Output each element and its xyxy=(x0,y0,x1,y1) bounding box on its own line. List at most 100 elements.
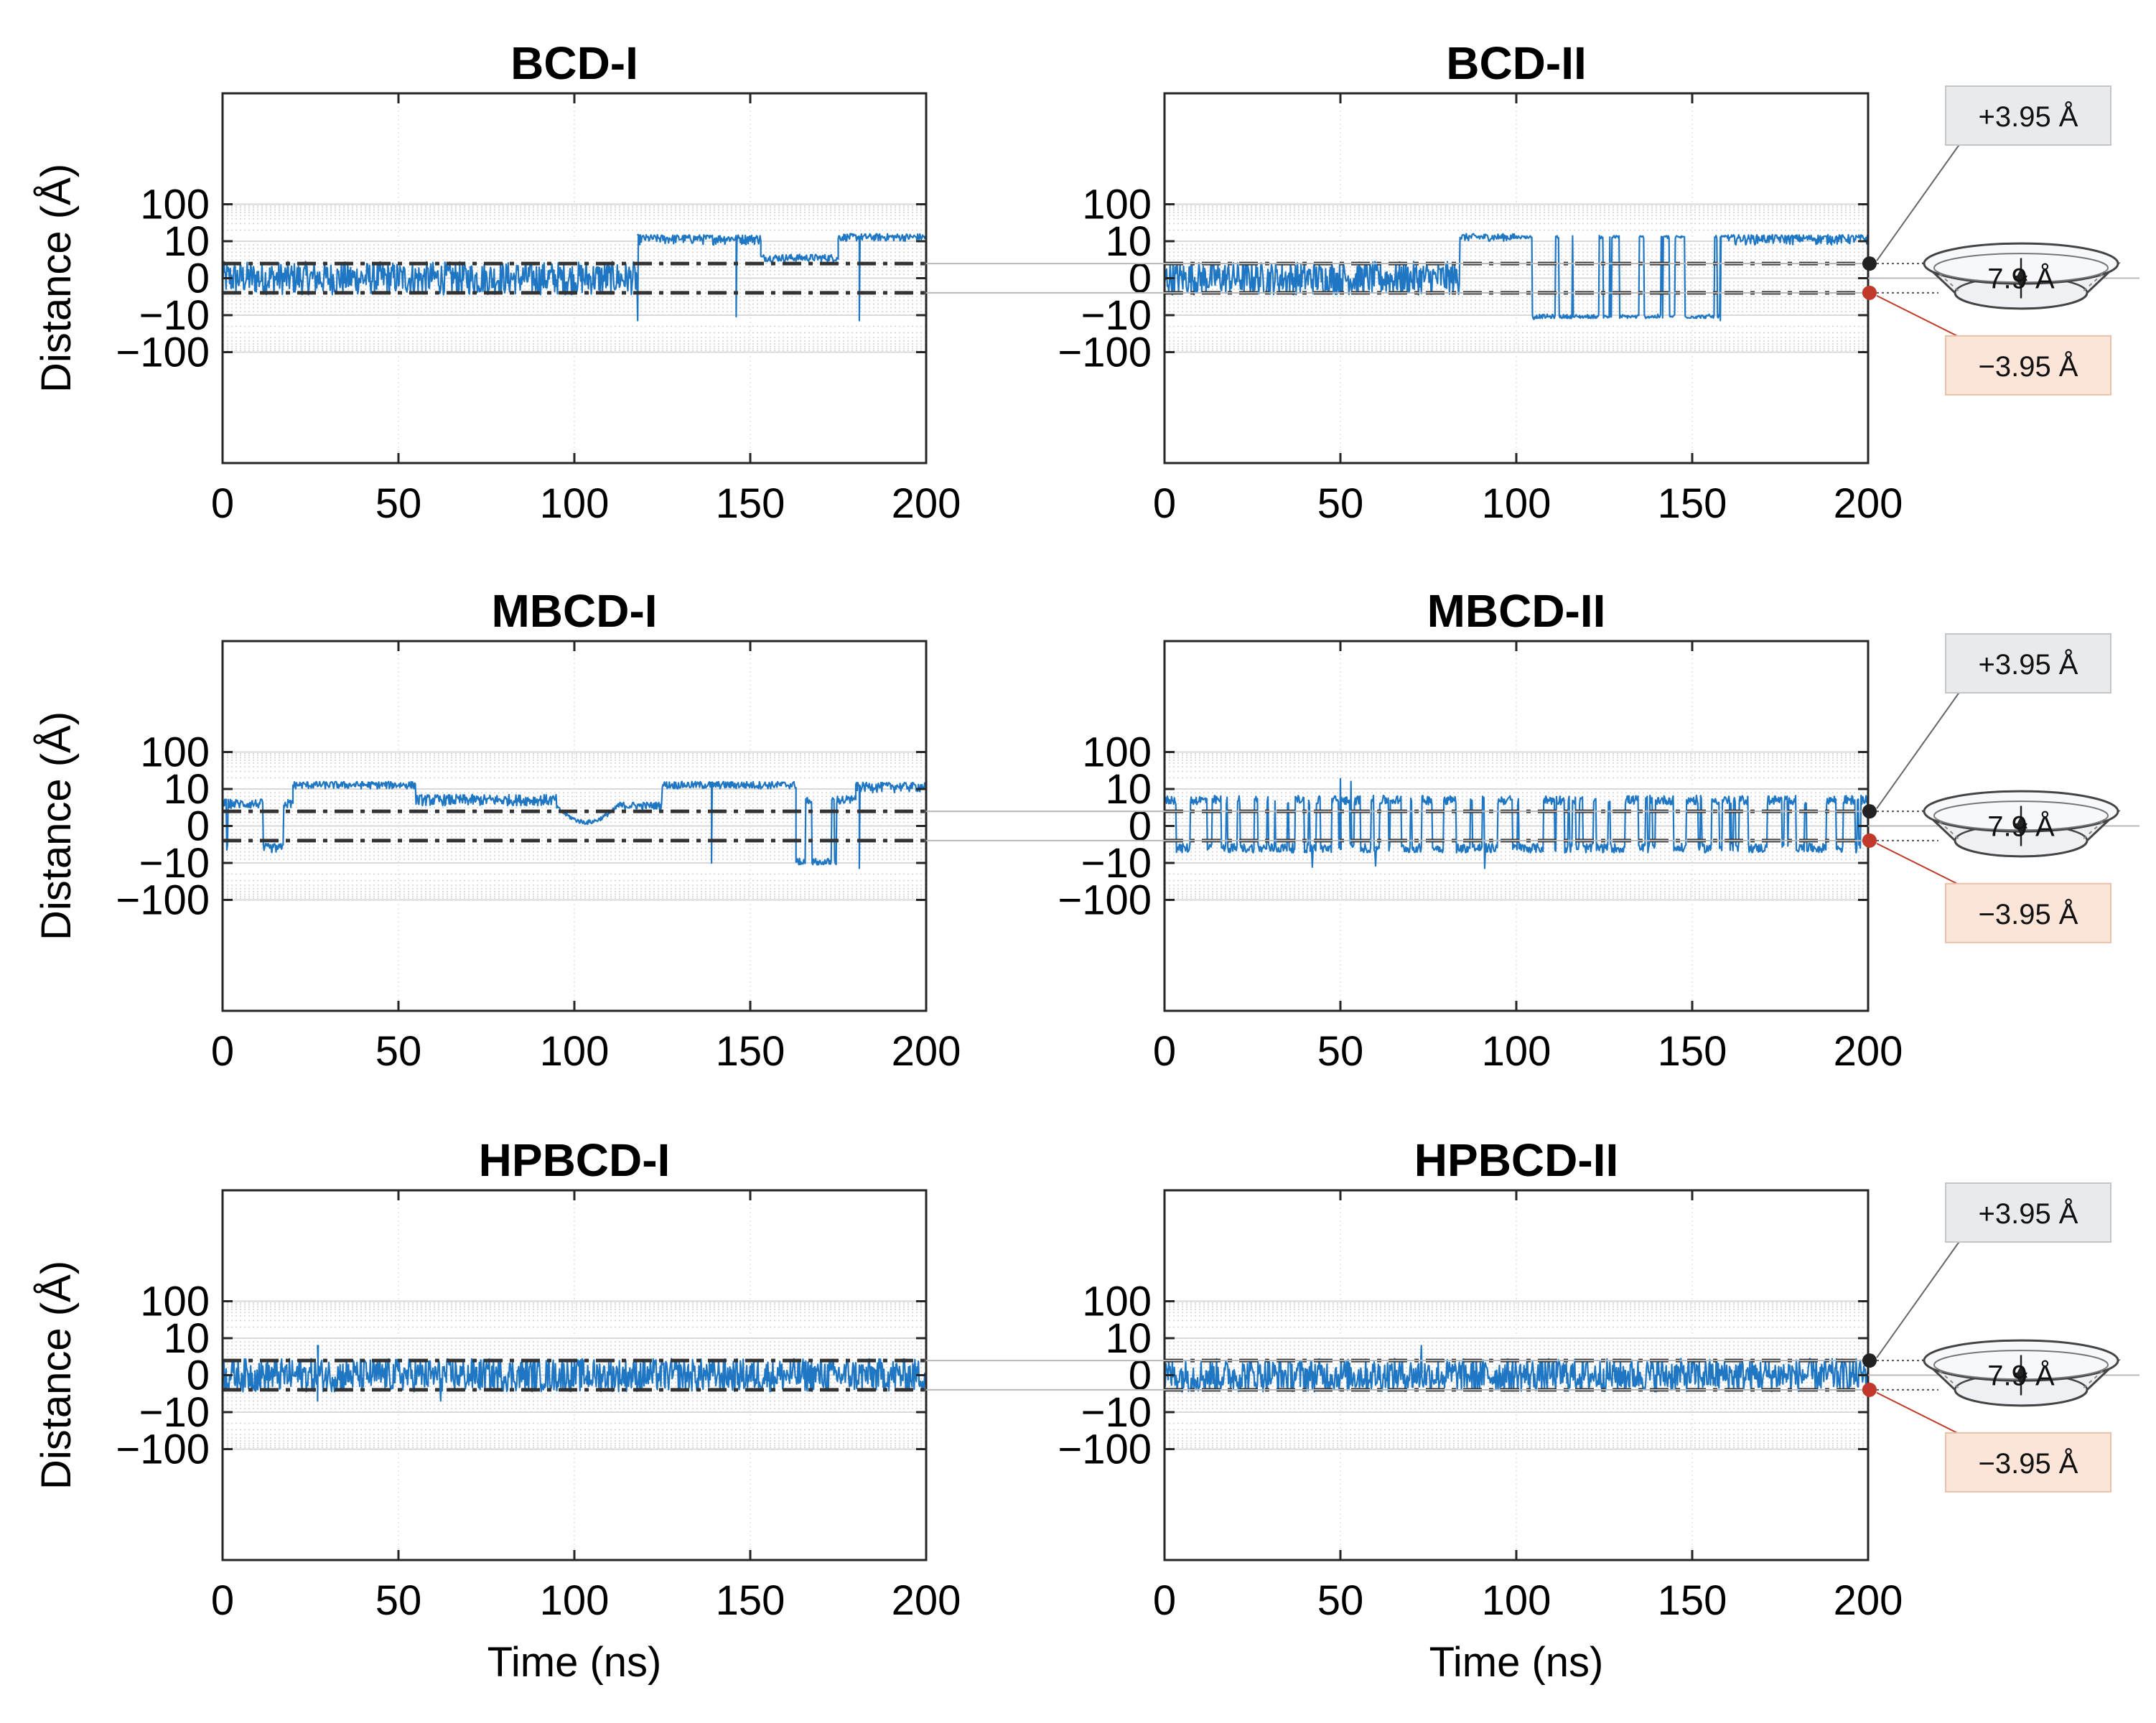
y-tick-label: −100 xyxy=(116,1427,210,1473)
x-tick-label: 100 xyxy=(1482,480,1551,527)
series-line-hpbcd-i xyxy=(221,1345,928,1402)
x-tick-label: 150 xyxy=(1658,1028,1727,1075)
upper-marker xyxy=(1862,804,1877,819)
annotations-layer: 7.9 Å+3.95 Å−3.95 Å7.9 Å+3.95 Å−3.95 Å7.… xyxy=(926,85,2139,1493)
y-tick-label: 10 xyxy=(1105,218,1152,265)
series-line-bcd-ii xyxy=(1163,233,1870,322)
upper-bound-label: +3.95 Å xyxy=(1978,648,2078,681)
x-tick-label: 50 xyxy=(375,1028,422,1075)
y-tick-label: 100 xyxy=(140,1279,210,1325)
lower-label-box xyxy=(1945,882,2111,943)
y-tick-label: 0 xyxy=(187,803,210,850)
y-tick-label: 0 xyxy=(187,1353,210,1399)
cone-inner-edge xyxy=(1933,816,1961,841)
cavity-diameter-label: 7.9 Å xyxy=(1987,811,2055,843)
upper-leader-line xyxy=(1876,691,1961,809)
y-tick-label: −100 xyxy=(1058,330,1152,376)
cavity-annotation: 7.9 Å +3.95 Å −3.95 Å xyxy=(926,1182,2139,1493)
cavity-diameter-label: 7.9 Å xyxy=(1987,263,2055,295)
panel-title: HPBCD-I xyxy=(479,1134,671,1186)
y-tick-label: 100 xyxy=(140,729,210,776)
x-tick-label: 0 xyxy=(1153,1577,1176,1624)
x-tick-label: 50 xyxy=(1317,480,1364,527)
upper-bound-label: +3.95 Å xyxy=(1978,101,2078,133)
cone-inner-edge xyxy=(2081,816,2109,841)
y-tick-label: −10 xyxy=(1081,840,1152,887)
cone-inner-edge xyxy=(1933,269,1961,294)
lower-leader-line xyxy=(1876,1391,1961,1435)
x-tick-label: 150 xyxy=(1658,1577,1727,1624)
lower-label-box xyxy=(1945,335,2111,396)
x-tick-label: 100 xyxy=(1482,1577,1551,1624)
x-tick-label: 50 xyxy=(375,1577,422,1624)
upper-bound-label: +3.95 Å xyxy=(1978,1197,2078,1230)
y-tick-label: −10 xyxy=(139,292,210,339)
y-tick-label: 100 xyxy=(1082,1279,1152,1325)
y-axis-label: Distance (Å) xyxy=(33,1261,80,1490)
upper-label-box xyxy=(1945,633,2111,694)
y-tick-label: 10 xyxy=(163,218,210,265)
series-line-mbcd-ii xyxy=(1163,778,1870,869)
x-tick-label: 0 xyxy=(1153,480,1176,527)
x-tick-label: 50 xyxy=(375,480,422,527)
upper-marker xyxy=(1862,256,1877,271)
y-tick-label: 10 xyxy=(163,766,210,813)
x-tick-label: 0 xyxy=(1153,1028,1176,1075)
arrow-head-down xyxy=(2015,275,2027,289)
x-tick-label: 0 xyxy=(211,1577,234,1624)
panel-title: BCD-I xyxy=(510,37,638,89)
x-tick-label: 200 xyxy=(892,1028,961,1075)
x-tick-label: 100 xyxy=(540,480,610,527)
x-tick-label: 150 xyxy=(716,480,785,527)
upper-leader-line xyxy=(1876,143,1961,261)
panel-title: HPBCD-II xyxy=(1414,1134,1618,1186)
x-tick-label: 100 xyxy=(540,1577,610,1624)
lower-bound-label: −3.95 Å xyxy=(1978,898,2078,930)
y-tick-label: −100 xyxy=(116,877,210,924)
y-tick-label: 100 xyxy=(1082,182,1152,228)
arrow-head-down xyxy=(2015,1372,2027,1386)
y-tick-label: 100 xyxy=(140,182,210,228)
x-tick-label: 0 xyxy=(211,1028,234,1075)
y-tick-label: −100 xyxy=(116,330,210,376)
x-tick-label: 200 xyxy=(1834,1028,1903,1075)
x-tick-label: 150 xyxy=(1658,480,1727,527)
x-tick-label: 200 xyxy=(1834,480,1903,527)
lower-leader-line xyxy=(1876,294,1961,338)
y-tick-label: −10 xyxy=(139,840,210,887)
y-axis-label: Distance (Å) xyxy=(33,711,80,940)
y-tick-label: −10 xyxy=(1081,292,1152,339)
cavity-annotation: 7.9 Å +3.95 Å −3.95 Å xyxy=(926,633,2139,943)
y-tick-label: 0 xyxy=(187,256,210,302)
lower-label-box xyxy=(1945,1432,2111,1493)
x-tick-label: 150 xyxy=(716,1577,785,1624)
y-tick-label: 10 xyxy=(163,1315,210,1362)
upper-label-box xyxy=(1945,1182,2111,1243)
x-axis-label: Time (ns) xyxy=(1429,1639,1604,1686)
cavity-annotation: 7.9 Å +3.95 Å −3.95 Å xyxy=(926,85,2139,396)
y-tick-label: −100 xyxy=(1058,877,1152,924)
lower-marker xyxy=(1862,833,1877,848)
lower-bound-label: −3.95 Å xyxy=(1978,1447,2078,1480)
upper-label-box xyxy=(1945,85,2111,146)
panel-title: MBCD-II xyxy=(1427,585,1606,637)
x-tick-label: 200 xyxy=(892,1577,961,1624)
x-tick-label: 200 xyxy=(892,480,961,527)
y-tick-label: 10 xyxy=(1105,1315,1152,1362)
upper-leader-line xyxy=(1876,1240,1961,1358)
x-tick-label: 100 xyxy=(540,1028,610,1075)
cone-inner-edge xyxy=(2081,1365,2109,1391)
x-tick-label: 100 xyxy=(1482,1028,1551,1075)
panel-title: BCD-II xyxy=(1446,37,1587,89)
y-axis-label: Distance (Å) xyxy=(33,164,80,393)
x-tick-label: 0 xyxy=(211,480,234,527)
x-tick-label: 50 xyxy=(1317,1577,1364,1624)
lower-marker xyxy=(1862,285,1877,300)
